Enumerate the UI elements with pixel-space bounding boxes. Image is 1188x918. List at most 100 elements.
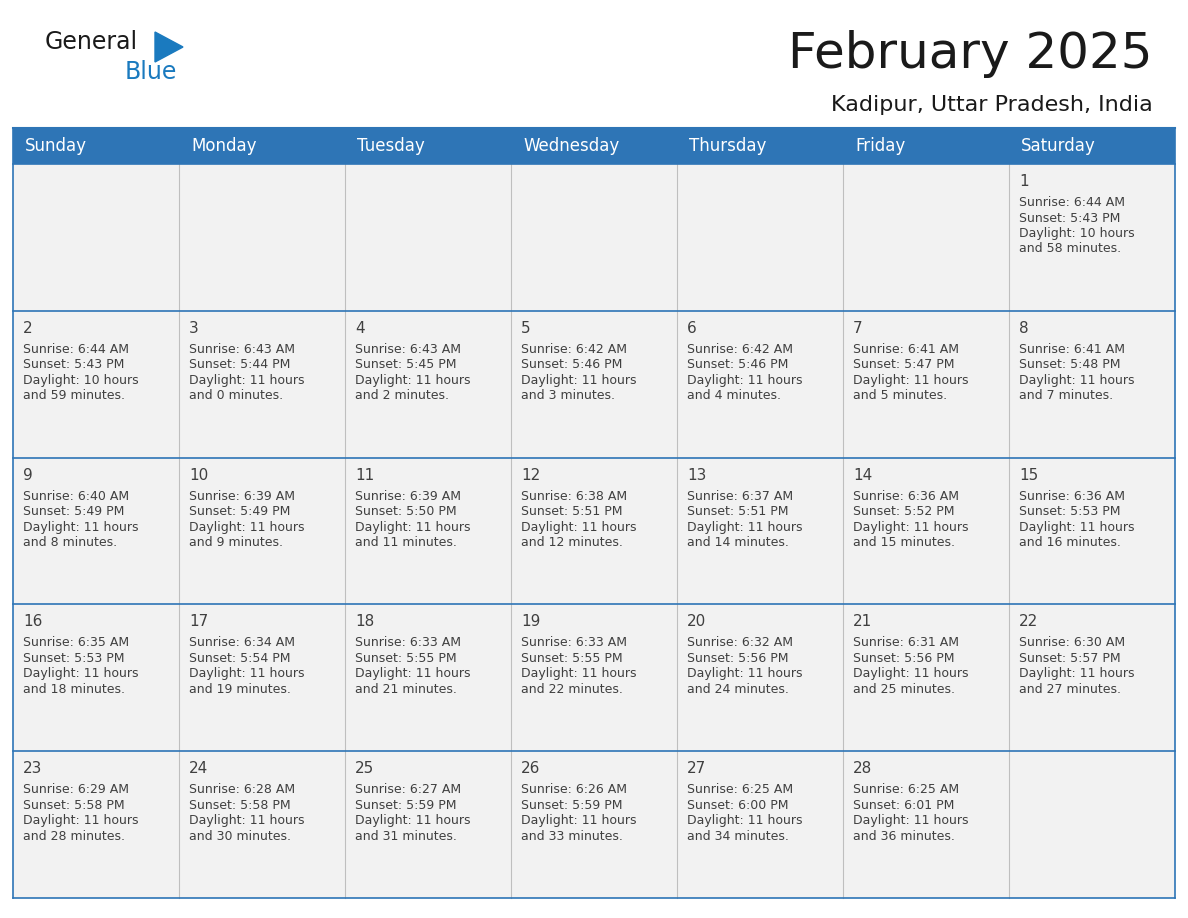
- Text: Daylight: 11 hours: Daylight: 11 hours: [355, 814, 470, 827]
- Text: 10: 10: [189, 467, 208, 483]
- Bar: [13, 311, 1175, 457]
- Text: 16: 16: [23, 614, 43, 630]
- Bar: [13, 604, 1175, 751]
- Text: Sunrise: 6:36 AM: Sunrise: 6:36 AM: [1019, 489, 1125, 502]
- Text: Daylight: 11 hours: Daylight: 11 hours: [23, 814, 139, 827]
- Text: Sunrise: 6:36 AM: Sunrise: 6:36 AM: [853, 489, 959, 502]
- Text: and 8 minutes.: and 8 minutes.: [23, 536, 118, 549]
- Text: Daylight: 10 hours: Daylight: 10 hours: [1019, 227, 1135, 240]
- Text: Sunrise: 6:42 AM: Sunrise: 6:42 AM: [522, 342, 627, 356]
- Text: Sunrise: 6:25 AM: Sunrise: 6:25 AM: [853, 783, 959, 796]
- Text: Sunrise: 6:34 AM: Sunrise: 6:34 AM: [189, 636, 295, 649]
- Text: Daylight: 11 hours: Daylight: 11 hours: [23, 521, 139, 533]
- Text: and 2 minutes.: and 2 minutes.: [355, 389, 449, 402]
- Text: and 36 minutes.: and 36 minutes.: [853, 830, 955, 843]
- Text: Sunset: 5:59 PM: Sunset: 5:59 PM: [355, 799, 456, 812]
- Text: 14: 14: [853, 467, 872, 483]
- Text: Sunrise: 6:38 AM: Sunrise: 6:38 AM: [522, 489, 627, 502]
- Text: 5: 5: [522, 320, 531, 336]
- Text: 11: 11: [355, 467, 374, 483]
- Text: and 27 minutes.: and 27 minutes.: [1019, 683, 1121, 696]
- Text: Sunset: 5:55 PM: Sunset: 5:55 PM: [522, 652, 623, 665]
- Text: and 34 minutes.: and 34 minutes.: [687, 830, 789, 843]
- Text: Sunset: 5:57 PM: Sunset: 5:57 PM: [1019, 652, 1120, 665]
- Text: and 30 minutes.: and 30 minutes.: [189, 830, 291, 843]
- Text: General: General: [45, 30, 138, 54]
- Text: Sunrise: 6:31 AM: Sunrise: 6:31 AM: [853, 636, 959, 649]
- Text: 27: 27: [687, 761, 706, 777]
- Text: Sunrise: 6:43 AM: Sunrise: 6:43 AM: [355, 342, 461, 356]
- Text: Sunrise: 6:39 AM: Sunrise: 6:39 AM: [355, 489, 461, 502]
- Text: Sunrise: 6:29 AM: Sunrise: 6:29 AM: [23, 783, 129, 796]
- Text: Sunset: 5:51 PM: Sunset: 5:51 PM: [522, 505, 623, 518]
- Text: February 2025: February 2025: [789, 30, 1154, 78]
- Text: 2: 2: [23, 320, 32, 336]
- Bar: [179, 128, 345, 164]
- Text: Saturday: Saturday: [1020, 137, 1095, 155]
- Text: Sunrise: 6:37 AM: Sunrise: 6:37 AM: [687, 489, 794, 502]
- Text: and 25 minutes.: and 25 minutes.: [853, 683, 955, 696]
- Text: Kadipur, Uttar Pradesh, India: Kadipur, Uttar Pradesh, India: [832, 95, 1154, 115]
- Text: 23: 23: [23, 761, 43, 777]
- Text: Daylight: 11 hours: Daylight: 11 hours: [189, 667, 304, 680]
- Text: Sunrise: 6:33 AM: Sunrise: 6:33 AM: [522, 636, 627, 649]
- Text: Sunrise: 6:25 AM: Sunrise: 6:25 AM: [687, 783, 794, 796]
- Text: Friday: Friday: [855, 137, 905, 155]
- Bar: [677, 128, 843, 164]
- Text: 26: 26: [522, 761, 541, 777]
- Text: 25: 25: [355, 761, 374, 777]
- Bar: [13, 164, 1175, 311]
- Text: 24: 24: [189, 761, 208, 777]
- Bar: [843, 128, 1009, 164]
- Text: Sunset: 5:48 PM: Sunset: 5:48 PM: [1019, 358, 1120, 371]
- Text: Sunrise: 6:35 AM: Sunrise: 6:35 AM: [23, 636, 129, 649]
- Bar: [511, 128, 677, 164]
- Text: Sunrise: 6:33 AM: Sunrise: 6:33 AM: [355, 636, 461, 649]
- Text: 17: 17: [189, 614, 208, 630]
- Text: and 14 minutes.: and 14 minutes.: [687, 536, 789, 549]
- Text: 8: 8: [1019, 320, 1029, 336]
- Text: and 33 minutes.: and 33 minutes.: [522, 830, 623, 843]
- Text: Daylight: 11 hours: Daylight: 11 hours: [1019, 374, 1135, 386]
- Text: and 22 minutes.: and 22 minutes.: [522, 683, 623, 696]
- Text: and 0 minutes.: and 0 minutes.: [189, 389, 283, 402]
- Text: Monday: Monday: [191, 137, 257, 155]
- Text: Sunrise: 6:30 AM: Sunrise: 6:30 AM: [1019, 636, 1125, 649]
- Text: and 15 minutes.: and 15 minutes.: [853, 536, 955, 549]
- Text: Sunset: 5:56 PM: Sunset: 5:56 PM: [687, 652, 789, 665]
- Bar: [345, 128, 511, 164]
- Text: Daylight: 11 hours: Daylight: 11 hours: [522, 521, 637, 533]
- Text: Daylight: 10 hours: Daylight: 10 hours: [23, 374, 139, 386]
- Text: Daylight: 11 hours: Daylight: 11 hours: [853, 521, 968, 533]
- Text: 20: 20: [687, 614, 706, 630]
- Text: Sunset: 6:00 PM: Sunset: 6:00 PM: [687, 799, 789, 812]
- Text: Sunrise: 6:44 AM: Sunrise: 6:44 AM: [1019, 196, 1125, 209]
- Text: 15: 15: [1019, 467, 1038, 483]
- Text: Sunset: 5:50 PM: Sunset: 5:50 PM: [355, 505, 456, 518]
- Text: Thursday: Thursday: [689, 137, 766, 155]
- Text: 3: 3: [189, 320, 198, 336]
- Text: Daylight: 11 hours: Daylight: 11 hours: [853, 667, 968, 680]
- Text: 13: 13: [687, 467, 707, 483]
- Text: Sunrise: 6:32 AM: Sunrise: 6:32 AM: [687, 636, 794, 649]
- Text: Sunset: 5:53 PM: Sunset: 5:53 PM: [1019, 505, 1120, 518]
- Text: Daylight: 11 hours: Daylight: 11 hours: [687, 374, 803, 386]
- Text: Daylight: 11 hours: Daylight: 11 hours: [355, 521, 470, 533]
- Text: and 16 minutes.: and 16 minutes.: [1019, 536, 1120, 549]
- Text: Daylight: 11 hours: Daylight: 11 hours: [189, 374, 304, 386]
- Text: 18: 18: [355, 614, 374, 630]
- Text: Sunset: 5:51 PM: Sunset: 5:51 PM: [687, 505, 789, 518]
- Text: 7: 7: [853, 320, 862, 336]
- Text: Daylight: 11 hours: Daylight: 11 hours: [522, 667, 637, 680]
- Text: and 24 minutes.: and 24 minutes.: [687, 683, 789, 696]
- Text: Sunset: 5:59 PM: Sunset: 5:59 PM: [522, 799, 623, 812]
- Polygon shape: [154, 32, 183, 62]
- Text: Sunset: 5:46 PM: Sunset: 5:46 PM: [687, 358, 789, 371]
- Text: Sunrise: 6:41 AM: Sunrise: 6:41 AM: [853, 342, 959, 356]
- Text: Wednesday: Wednesday: [523, 137, 619, 155]
- Text: Sunset: 5:46 PM: Sunset: 5:46 PM: [522, 358, 623, 371]
- Text: Daylight: 11 hours: Daylight: 11 hours: [687, 814, 803, 827]
- Text: and 11 minutes.: and 11 minutes.: [355, 536, 457, 549]
- Text: Sunrise: 6:26 AM: Sunrise: 6:26 AM: [522, 783, 627, 796]
- Text: and 4 minutes.: and 4 minutes.: [687, 389, 781, 402]
